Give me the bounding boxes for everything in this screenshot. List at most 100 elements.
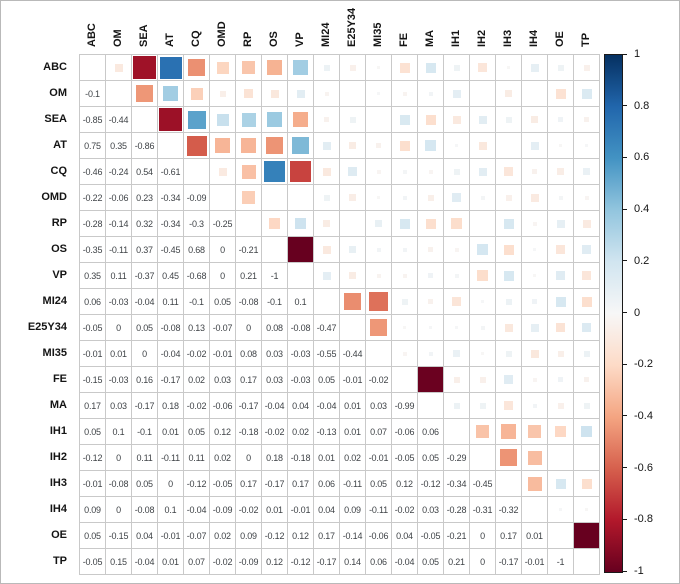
correlation-value: 0.1 [112,426,125,437]
correlation-value: -0.09 [212,504,233,515]
correlation-square [349,246,356,253]
colorbar-tick [622,208,627,210]
correlation-square-cell [470,133,496,159]
correlation-square-cell [262,159,288,185]
correlation-value: 0.1 [164,504,177,515]
correlation-value: -0.14 [108,218,129,229]
correlation-square-cell [288,185,314,211]
correlation-value-cell: 0.05 [80,419,106,445]
correlation-value: -0.05 [82,556,103,567]
correlation-square-cell [314,107,340,133]
correlation-value: -0.05 [394,452,415,463]
correlation-square [453,168,460,175]
correlation-square [425,218,436,229]
correlation-square [500,449,517,466]
correlation-square-cell [548,341,574,367]
correlation-value: 0.08 [266,322,283,333]
correlation-value-cell: -0.11 [158,445,184,471]
correlation-square [402,247,407,252]
correlation-square [478,63,487,72]
diagonal-cell [574,549,600,575]
correlation-square [264,161,285,182]
correlation-value: -0.34 [446,478,467,489]
column-header-label: IH3 [501,29,514,47]
correlation-square [455,326,458,329]
correlation-value: -0.12 [82,452,103,463]
correlation-value-cell: -0.04 [262,393,288,419]
colorbar-tick [622,156,627,158]
correlation-value: 0.06 [318,478,335,489]
correlation-square-cell [366,263,392,289]
diagonal-cell [470,445,496,471]
correlation-value-cell: 0.04 [132,523,158,549]
correlation-value-cell: -0.28 [444,497,470,523]
diagonal-cell [132,107,158,133]
correlation-square [376,273,381,278]
correlation-value-cell: -0.14 [340,523,366,549]
correlation-value-cell: 0.01 [340,419,366,445]
correlation-value: -0.07 [212,322,233,333]
correlation-square-cell [158,81,184,107]
correlation-value-cell: 0.01 [158,419,184,445]
correlation-value-cell: 0 [132,341,158,367]
correlation-value: -0.1 [267,296,282,307]
colorbar [604,54,623,573]
correlation-value-cell: -0.02 [236,497,262,523]
correlation-square [428,273,433,278]
correlation-value: 0.05 [318,374,335,385]
correlation-square [215,138,230,153]
correlation-square [531,116,538,123]
correlation-square [557,168,564,175]
correlation-square-cell [522,289,548,315]
correlation-value-cell: -0.03 [106,289,132,315]
correlation-square-cell [210,55,236,81]
correlation-square [585,508,588,511]
correlation-value-cell: -0.11 [106,237,132,263]
correlation-value-cell: 0.09 [236,523,262,549]
correlation-square-cell [314,159,340,185]
correlation-square [559,508,562,511]
correlation-square [216,61,229,74]
correlation-value: -0.01 [212,348,233,359]
correlation-square-cell [470,237,496,263]
correlation-value: -0.18 [238,426,259,437]
correlation-value: -0.08 [238,296,259,307]
correlation-square [399,62,410,73]
correlation-value-cell: 0.11 [184,445,210,471]
correlation-square-cell [314,133,340,159]
correlation-square [241,164,256,179]
correlation-square [190,87,203,100]
correlation-value-cell: 0.07 [184,549,210,575]
correlation-square-cell [158,55,184,81]
correlation-value: -0.45 [472,478,493,489]
correlation-value-cell: 0.01 [262,497,288,523]
correlation-square-cell [340,107,366,133]
correlation-value-cell: -0.18 [236,419,262,445]
correlation-value: 0 [480,530,485,541]
correlation-value: -0.17 [160,374,181,385]
correlation-square-cell [548,237,574,263]
correlation-square-cell [392,263,418,289]
correlation-square [557,350,564,357]
correlation-square-cell [314,81,340,107]
correlation-value: 0.12 [396,478,413,489]
correlation-square [428,351,433,356]
correlation-value: -0.12 [186,478,207,489]
correlation-value-cell: -0.15 [80,367,106,393]
correlation-value-cell: -0.12 [418,471,444,497]
correlation-value-cell: 0.03 [106,393,132,419]
correlation-value: -0.08 [160,322,181,333]
correlation-square [481,300,484,303]
correlation-value: 0.17 [500,530,517,541]
correlation-value-cell: -0.07 [210,315,236,341]
correlation-value: 0.02 [214,530,231,541]
correlation-square-cell [548,445,574,471]
correlation-value: -1 [556,556,565,567]
correlation-value: 0.05 [136,322,153,333]
correlation-value: 0.1 [294,296,307,307]
correlation-square-cell [548,289,574,315]
column-header-label: IH4 [527,29,540,47]
correlation-value: 0.06 [422,426,439,437]
correlation-square-cell [548,497,574,523]
correlation-value-cell: 0.05 [132,315,158,341]
